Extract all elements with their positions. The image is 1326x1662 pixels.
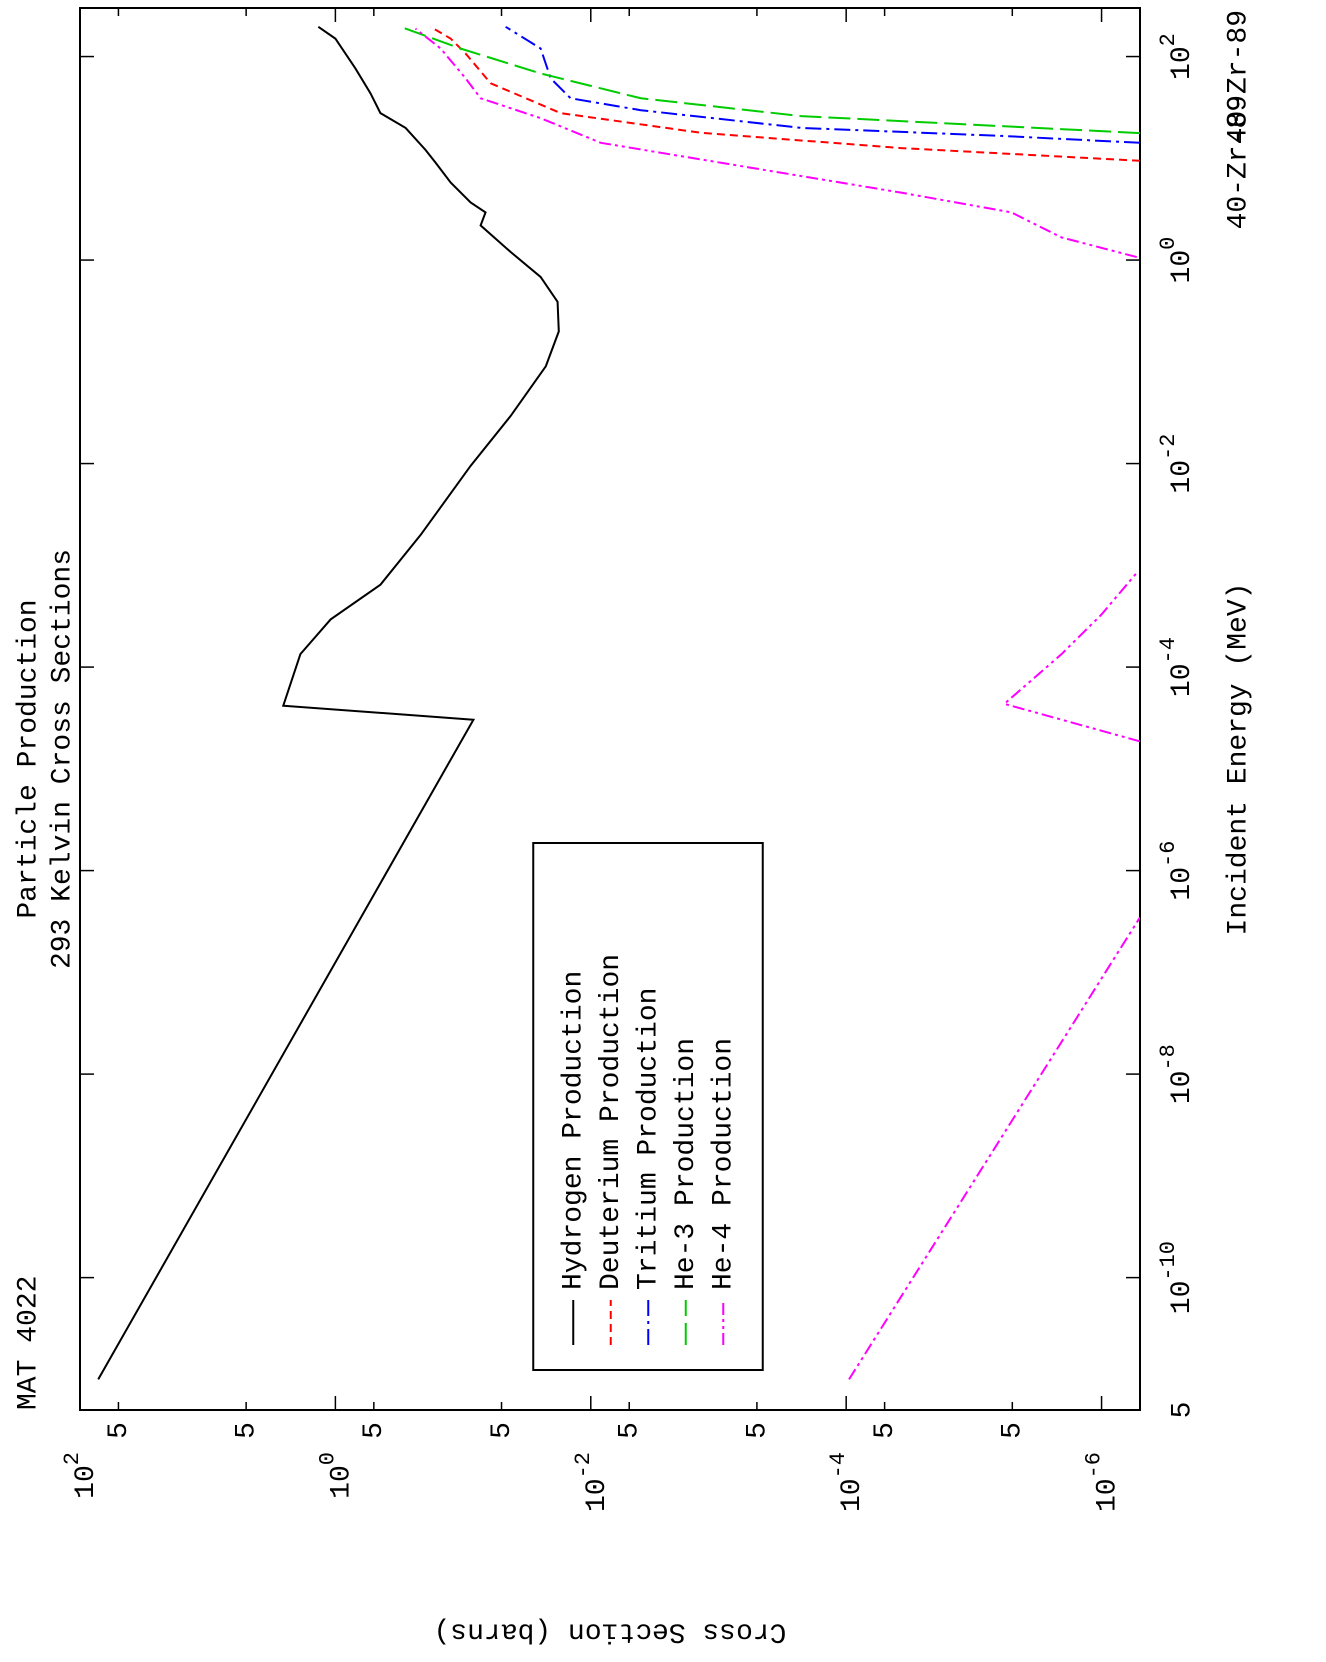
x-tick-label: 100 [1156,237,1199,284]
nuclide-label: 40-Zr-89 [1223,10,1254,144]
y-tick-label: 5 [998,1422,1029,1439]
x-tick-label: 10-8 [1156,1044,1199,1104]
legend-label: He-4 Production [709,1038,740,1290]
x-tick-label: 10-2 [1156,434,1199,494]
y-tick-label: 5 [742,1422,773,1439]
x-tick-label: 10-10 [1156,1241,1199,1314]
series-line [429,25,1140,162]
material-label: MAT 4022 [13,1276,44,1410]
y-tick-label: 5 [870,1422,901,1439]
chart-title: Particle Production [13,599,44,918]
y-axis-title: Cross Section (barns) [434,1616,787,1647]
y-tick-label: 5 [232,1422,263,1439]
legend-label: He-3 Production [671,1038,702,1290]
x-tick-label: 10-4 [1156,637,1199,697]
plot-frame [79,7,1141,1411]
x-tick-label: 10-6 [1156,841,1199,901]
y-tick-label: 10-4 [826,1452,869,1512]
y-tick-label: 100 [315,1452,358,1499]
rotated-page: Particle Production 293 Kelvin Cross Sec… [13,7,1254,1647]
series-line [97,25,560,1380]
y-tick-label: 5 [615,1422,646,1439]
y-tick-label: 10-6 [1081,1452,1124,1512]
y-tick-label: 10-2 [571,1452,614,1512]
legend-label: Deuterium Production [596,954,627,1290]
x-tick-label: 102 [1156,33,1199,80]
chart-subtitle: 293 Kelvin Cross Sections [47,549,78,969]
y-tick-label: 5 [359,1422,390,1439]
y-tick-label: 5 [487,1422,518,1439]
y-tick-label: 102 [60,1452,103,1499]
x-tick-label: 5 [1167,1402,1198,1419]
series-line [505,25,1140,144]
x-axis-title: Incident Energy (MeV) [1223,583,1254,936]
legend-box [532,842,764,1371]
y-tick-label: 5 [104,1422,135,1439]
series-line [414,27,1140,1380]
series-line [400,25,1140,135]
legend-label: Hydrogen Production [559,971,590,1290]
nuclide-label: 40-Zr-89 [1223,95,1254,229]
legend-label: Tritium Production [634,988,665,1290]
